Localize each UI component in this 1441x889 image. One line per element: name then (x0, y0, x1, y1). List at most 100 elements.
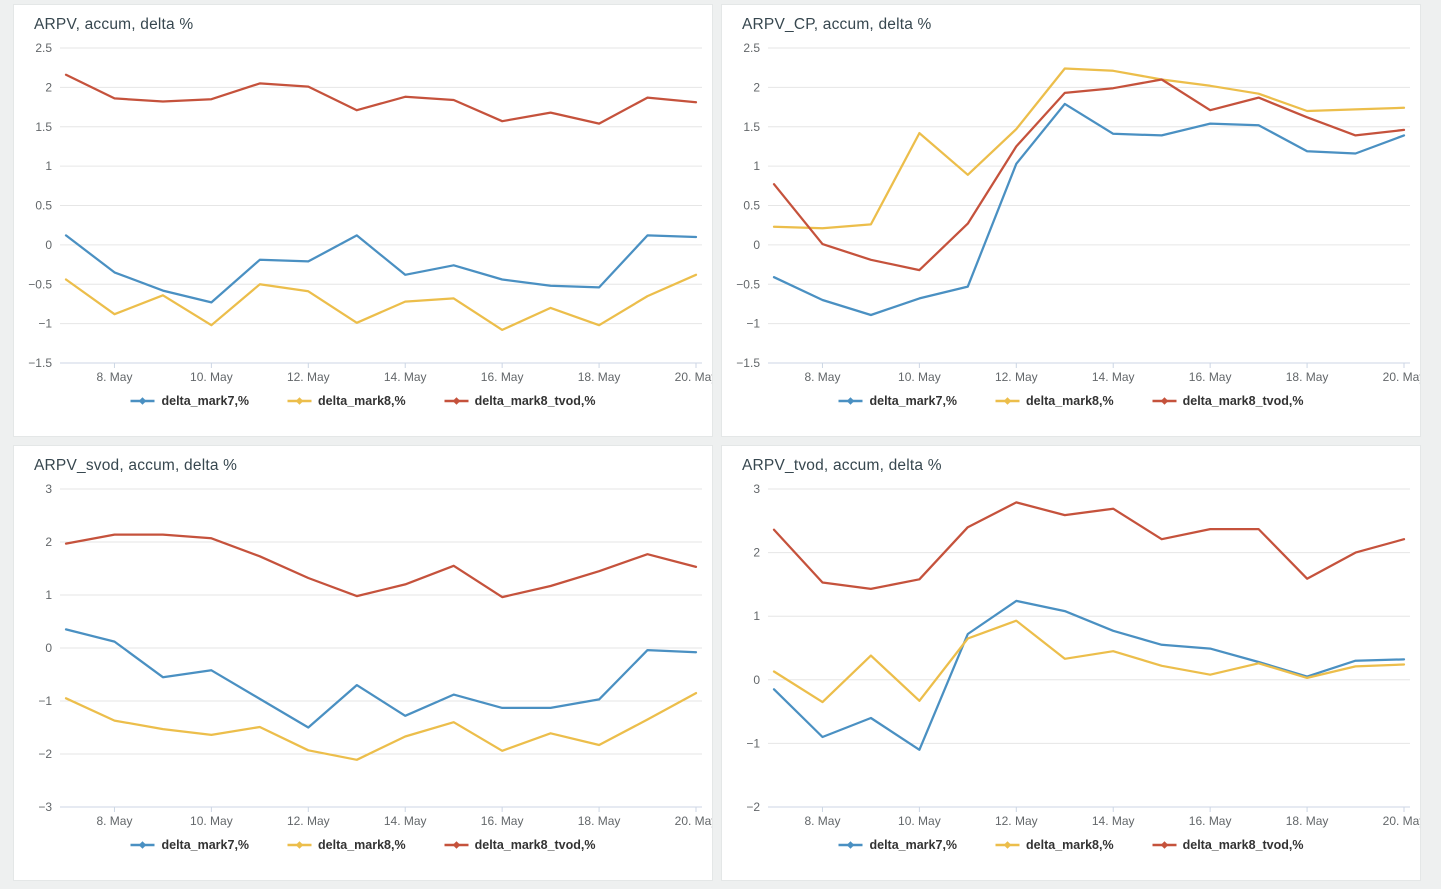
legend-item-delta_mark8[interactable]: delta_mark8,% (995, 394, 1114, 408)
legend-item-delta_mark7[interactable]: delta_mark7,% (130, 394, 249, 408)
legend-item-delta_mark7[interactable]: delta_mark7,% (838, 394, 957, 408)
y-tick-label: 1 (45, 159, 52, 173)
chart-title: ARPV_tvod, accum, delta % (742, 457, 942, 474)
y-tick-label: 3 (45, 482, 52, 496)
legend-item-delta_mark8[interactable]: delta_mark8,% (995, 838, 1114, 852)
legend-marker-icon (838, 397, 863, 405)
y-tick-label: −1 (746, 736, 760, 750)
y-tick-label: 2.5 (743, 41, 760, 55)
legend-marker-icon (838, 841, 863, 849)
legend-label: delta_mark7,% (869, 838, 958, 852)
y-tick-label: −1.5 (736, 356, 760, 370)
y-tick-label: 0 (753, 673, 760, 687)
legend-item-delta_mark8[interactable]: delta_mark8,% (287, 838, 406, 852)
y-tick-label: 0.5 (35, 199, 52, 213)
series-line-delta_mark8 (772, 619, 1406, 704)
y-tick-label: 1 (753, 159, 760, 173)
series-line-delta_mark8 (64, 691, 698, 761)
legend-item-delta_mark7[interactable]: delta_mark7,% (130, 838, 249, 852)
series-line-delta_mark8_tvod (64, 73, 698, 125)
chart-plot: 2.5 2 1.5 1 0.5 0 −0.5 −1 −1.5 8. May 10. May 12. M… (14, 36, 712, 389)
y-tick-label: −3 (38, 800, 52, 814)
y-tick-label: 2 (45, 535, 52, 549)
legend-marker-icon (130, 841, 155, 849)
x-tick-label: 16. May (481, 814, 524, 828)
y-tick-label: −1 (38, 694, 52, 708)
x-tick-label: 20. May (1383, 370, 1420, 384)
x-tick-label: 10. May (898, 370, 941, 384)
y-tick-label: 2 (45, 80, 52, 94)
legend-label: delta_mark8,% (318, 394, 406, 408)
legend-item-delta_mark8_tvod[interactable]: delta_mark8_tvod,% (1152, 394, 1304, 408)
series-line-delta_mark7 (64, 234, 698, 304)
series-line-delta_mark8_tvod (772, 501, 1406, 591)
chart-title: ARPV_svod, accum, delta % (34, 457, 238, 474)
y-tick-label: 1.5 (35, 120, 52, 134)
chart-plot: 3 2 1 0 −1 −2 8. May 10. May 12. May 14. May 16. M… (722, 477, 1420, 833)
legend-label: delta_mark8_tvod,% (1182, 838, 1304, 852)
y-tick-label: −1 (38, 317, 52, 331)
y-tick-label: 2 (753, 80, 760, 94)
x-tick-label: 20. May (675, 814, 712, 828)
legend-label: delta_mark8_tvod,% (1182, 394, 1304, 408)
y-tick-label: −0.5 (736, 277, 760, 291)
legend-item-delta_mark8_tvod[interactable]: delta_mark8_tvod,% (444, 838, 596, 852)
legend-marker-icon (1152, 841, 1177, 849)
x-tick-label: 12. May (995, 814, 1038, 828)
y-tick-label: −2 (38, 747, 52, 761)
series-line-delta_mark8_tvod (64, 533, 698, 599)
chart-plot: 3 2 1 0 −1 −2 −3 8. May 10. May 12. May 14. May 16.… (14, 477, 712, 833)
legend-marker-icon (995, 841, 1020, 849)
chart-legend: delta_mark7,% delta_mark8,% delta_mark8_tv… (14, 389, 712, 436)
chart-card-arpv-svod: ARPV_svod, accum, delta % 3 2 1 0 −1 −2 −3 8. M… (13, 445, 713, 881)
x-tick-label: 10. May (190, 814, 233, 828)
y-tick-label: 0.5 (743, 199, 760, 213)
y-tick-label: 0 (45, 641, 52, 655)
series-line-delta_mark8 (64, 273, 698, 332)
x-tick-label: 12. May (287, 814, 330, 828)
x-tick-label: 14. May (1092, 814, 1135, 828)
legend-marker-icon (287, 841, 312, 849)
x-tick-label: 12. May (287, 370, 330, 384)
x-tick-label: 18. May (578, 814, 621, 828)
legend-item-delta_mark8[interactable]: delta_mark8,% (287, 394, 406, 408)
chart-title: ARPV, accum, delta % (34, 16, 194, 33)
legend-label: delta_mark7,% (161, 394, 250, 408)
x-tick-label: 20. May (1383, 814, 1420, 828)
legend-item-delta_mark8_tvod[interactable]: delta_mark8_tvod,% (444, 394, 596, 408)
y-tick-label: 0 (45, 238, 52, 252)
y-tick-label: −0.5 (28, 277, 52, 291)
series-line-delta_mark7 (772, 599, 1406, 751)
chart-canvas: 3 2 1 0 −1 −2 8. May 10. May 12. May 14. May 16. M… (746, 482, 1420, 828)
x-tick-label: 16. May (1189, 814, 1232, 828)
x-tick-label: 14. May (384, 370, 427, 384)
x-tick-label: 20. May (675, 370, 712, 384)
legend-label: delta_mark8,% (318, 838, 406, 852)
legend-marker-icon (287, 397, 312, 405)
x-tick-label: 14. May (384, 814, 427, 828)
legend-label: delta_mark8_tvod,% (474, 838, 596, 852)
series-line-delta_mark8_tvod (772, 78, 1406, 272)
legend-marker-icon (444, 841, 469, 849)
x-tick-label: 10. May (190, 370, 233, 384)
x-tick-label: 18. May (1286, 814, 1329, 828)
legend-item-delta_mark8_tvod[interactable]: delta_mark8_tvod,% (1152, 838, 1304, 852)
y-tick-label: 2.5 (35, 41, 52, 55)
x-tick-label: 18. May (578, 370, 621, 384)
y-tick-label: 3 (753, 482, 760, 496)
legend-marker-icon (1152, 397, 1177, 405)
chart-canvas: 3 2 1 0 −1 −2 −3 8. May 10. May 12. May 14. May 16.… (38, 482, 712, 828)
chart-plot: 2.5 2 1.5 1 0.5 0 −0.5 −1 −1.5 8. May 10. May 12. M… (722, 36, 1420, 389)
y-tick-label: 1.5 (743, 120, 760, 134)
legend-label: delta_mark7,% (161, 838, 250, 852)
x-tick-label: 8. May (804, 814, 840, 828)
legend-item-delta_mark7[interactable]: delta_mark7,% (838, 838, 957, 852)
chart-canvas: 2.5 2 1.5 1 0.5 0 −0.5 −1 −1.5 8. May 10. May 12. M… (28, 41, 712, 384)
legend-marker-icon (444, 397, 469, 405)
legend-label: delta_mark8_tvod,% (474, 394, 596, 408)
x-tick-label: 18. May (1286, 370, 1329, 384)
y-tick-label: −1 (746, 317, 760, 331)
series-line-delta_mark8 (772, 67, 1406, 230)
legend-label: delta_mark8,% (1026, 838, 1114, 852)
x-tick-label: 16. May (481, 370, 524, 384)
